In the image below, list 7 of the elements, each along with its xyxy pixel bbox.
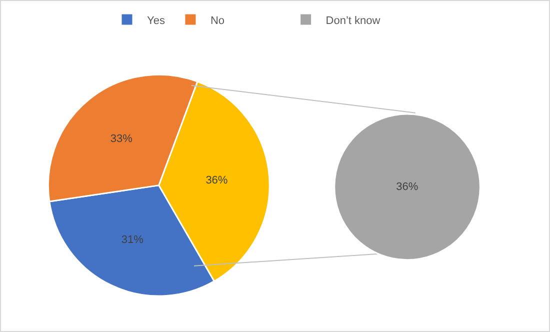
data-label: 31%: [121, 234, 144, 246]
data-label: 33%: [110, 133, 133, 146]
legend-label: Yes: [147, 14, 166, 27]
data-label: 36%: [206, 174, 228, 186]
legend-label: No: [210, 14, 225, 27]
data-label: 36%: [396, 180, 418, 193]
legend-label: Don’t know: [326, 14, 380, 27]
